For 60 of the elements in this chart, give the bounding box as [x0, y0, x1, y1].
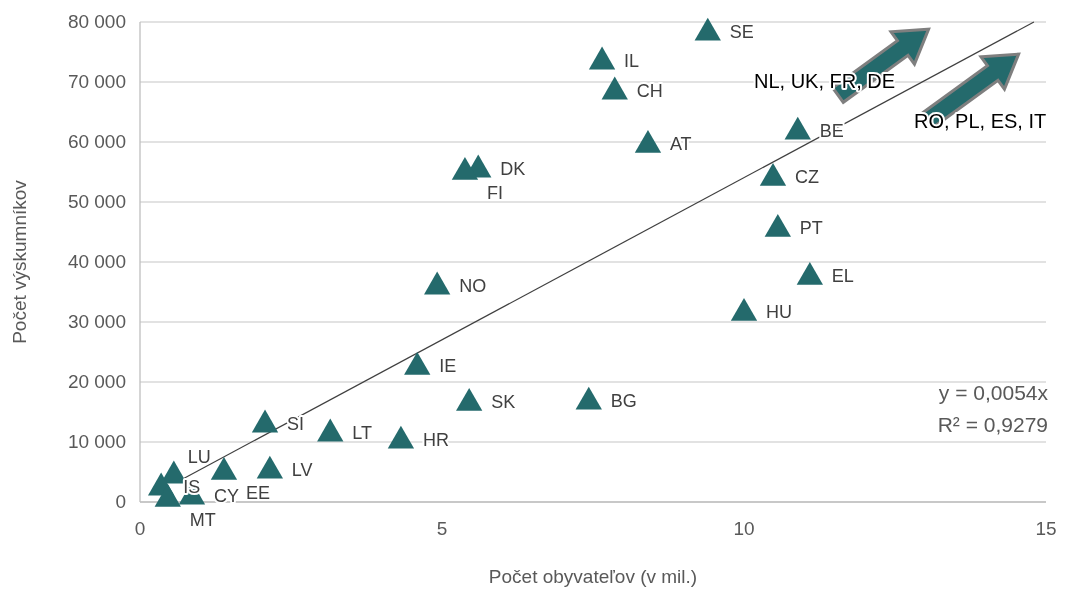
point	[784, 116, 811, 140]
y-tick-label: 70 000	[67, 71, 126, 92]
annotation: PT	[799, 218, 823, 239]
point	[256, 455, 284, 479]
point	[601, 76, 628, 100]
point	[796, 262, 823, 285]
annotation: SI	[287, 413, 305, 434]
y-tick-label: 50 000	[67, 191, 126, 212]
point	[759, 163, 787, 186]
y-axis-title: Počet výskumníkov	[9, 179, 30, 344]
point	[317, 418, 344, 442]
annotation: CZ	[794, 167, 819, 188]
point	[730, 298, 758, 321]
y-tick-label: 80 000	[67, 11, 126, 32]
x-axis-title: Počet obyvateľov (v mil.)	[488, 566, 698, 587]
x-tick-label: 10	[733, 518, 755, 539]
point	[588, 46, 616, 70]
annotation: HU	[766, 302, 792, 323]
annotation: LU	[187, 446, 211, 467]
point	[251, 409, 279, 433]
annotation: IL	[624, 50, 640, 71]
annotation: FI	[486, 183, 503, 204]
x-tick-label: 15	[1035, 518, 1057, 539]
annotation: EL	[831, 266, 854, 287]
annotation: BG	[610, 391, 637, 411]
point	[634, 130, 662, 153]
annotation: R² = 0,9279	[937, 413, 1048, 436]
y-tick-label: 0	[115, 491, 126, 512]
y-tick-label: 10 000	[67, 431, 126, 452]
point	[387, 425, 415, 449]
annotation: y = 0,0054x	[938, 381, 1049, 404]
annotation: HR	[422, 430, 449, 450]
annotation: EE	[245, 483, 270, 504]
point	[154, 484, 181, 507]
y-tick-label: 40 000	[67, 251, 126, 272]
point	[694, 17, 721, 41]
point	[456, 388, 483, 411]
annotation: LV	[291, 460, 313, 480]
annotation: SK	[491, 392, 516, 413]
annotation: RO, PL, ES, IT	[914, 110, 1047, 132]
annotation: IE	[439, 356, 457, 377]
y-tick-label: 20 000	[67, 371, 126, 392]
point	[404, 352, 431, 375]
point	[764, 214, 791, 237]
annotation: CY	[213, 485, 239, 506]
annotation: SE	[729, 22, 754, 42]
x-tick-label: 0	[134, 518, 146, 539]
annotation: LT	[352, 422, 372, 443]
y-tick-label: 30 000	[67, 311, 126, 332]
point	[424, 271, 451, 295]
annotation: CH	[636, 80, 663, 101]
annotation: AT	[669, 134, 692, 155]
annotation: NO	[459, 275, 487, 296]
annotation: DK	[500, 158, 526, 179]
y-tick-label: 60 000	[67, 131, 126, 152]
x-tick-label: 5	[436, 518, 448, 539]
point	[210, 457, 238, 480]
point	[575, 386, 602, 410]
annotation: MT	[189, 510, 216, 531]
point	[451, 157, 479, 180]
